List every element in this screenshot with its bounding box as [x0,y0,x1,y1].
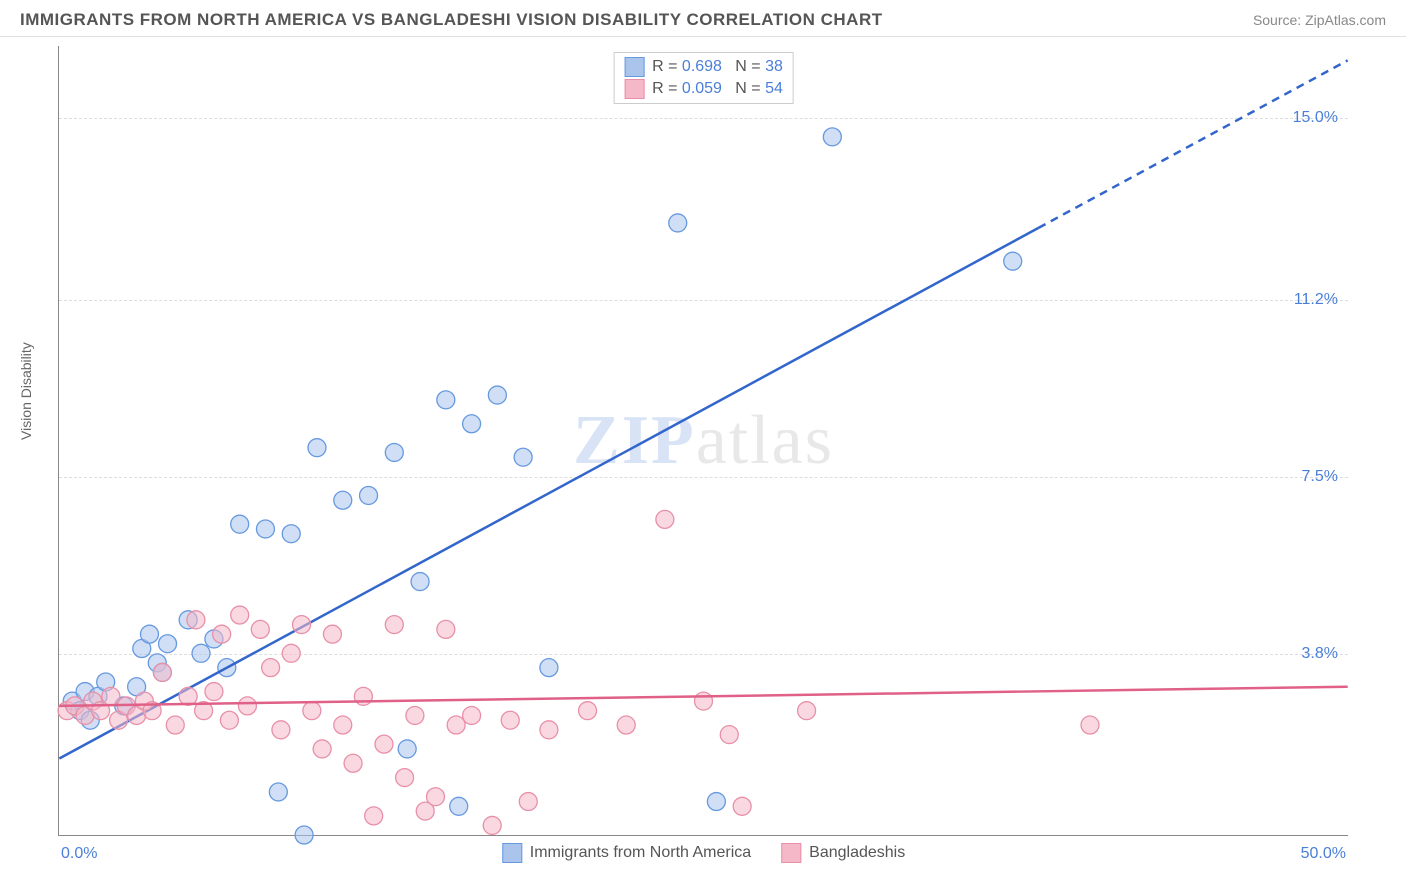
data-point [720,726,738,744]
legend-item-series1: Immigrants from North America [502,843,751,863]
source-label: Source: ZipAtlas.com [1253,12,1386,28]
data-point [427,788,445,806]
y-axis-label: Vision Disability [18,342,34,440]
trend-line-extrapolated [1038,60,1347,228]
data-point [102,687,120,705]
legend-swatch-icon [624,79,644,99]
legend-row-series1: R = 0.698 N = 38 [624,57,783,77]
data-point [823,128,841,146]
y-tick-label: 15.0% [1293,109,1338,127]
data-point [396,769,414,787]
data-point [656,510,674,528]
data-point [187,611,205,629]
data-point [159,635,177,653]
data-point [483,816,501,834]
data-point [411,573,429,591]
legend-item-series2: Bangladeshis [781,843,905,863]
data-point [323,625,341,643]
data-point [437,391,455,409]
y-tick-label: 11.2% [1294,291,1338,309]
legend-label-series2: Bangladeshis [809,844,905,862]
data-point [450,797,468,815]
data-point [375,735,393,753]
chart-plot-area: ZIPatlas R = 0.698 N = 38 R = 0.059 N = … [58,46,1348,836]
trend-line [59,228,1038,759]
data-point [313,740,331,758]
data-point [733,797,751,815]
data-point [385,443,403,461]
data-point [798,702,816,720]
data-point [398,740,416,758]
data-point [293,616,311,634]
legend-swatch-icon [624,57,644,77]
data-point [282,644,300,662]
chart-title: IMMIGRANTS FROM NORTH AMERICA VS BANGLAD… [20,10,883,30]
data-point [231,606,249,624]
data-point [269,783,287,801]
data-point [617,716,635,734]
data-point [231,515,249,533]
data-point [1004,252,1022,270]
data-point [220,711,238,729]
data-point [141,625,159,643]
series-legend: Immigrants from North America Bangladesh… [502,843,905,863]
data-point [463,415,481,433]
data-point [501,711,519,729]
data-point [385,616,403,634]
data-point [365,807,383,825]
data-point [205,683,223,701]
x-tick-min: 0.0% [61,845,97,863]
x-tick-max: 50.0% [1301,845,1346,863]
data-point [344,754,362,772]
data-point [262,659,280,677]
data-point [179,687,197,705]
data-point [488,386,506,404]
data-point [308,439,326,457]
data-point [579,702,597,720]
data-point [282,525,300,543]
data-point [514,448,532,466]
legend-swatch-icon [781,843,801,863]
data-point [251,620,269,638]
y-tick-label: 7.5% [1302,468,1338,486]
data-point [334,716,352,734]
legend-label-series1: Immigrants from North America [530,844,751,862]
data-point [463,706,481,724]
data-point [153,663,171,681]
data-point [447,716,465,734]
data-point [213,625,231,643]
legend-stats-series1: R = 0.698 N = 38 [652,58,783,76]
data-point [295,826,313,844]
y-tick-label: 3.8% [1302,645,1338,663]
data-point [707,793,725,811]
data-point [272,721,290,739]
data-point [406,706,424,724]
data-point [256,520,274,538]
correlation-legend: R = 0.698 N = 38 R = 0.059 N = 54 [613,52,794,104]
data-point [540,721,558,739]
header: IMMIGRANTS FROM NORTH AMERICA VS BANGLAD… [0,0,1406,37]
legend-stats-series2: R = 0.059 N = 54 [652,80,783,98]
data-point [360,487,378,505]
data-point [238,697,256,715]
data-point [303,702,321,720]
data-point [437,620,455,638]
data-point [519,793,537,811]
data-point [540,659,558,677]
legend-swatch-icon [502,843,522,863]
legend-row-series2: R = 0.059 N = 54 [624,79,783,99]
data-point [1081,716,1099,734]
data-point [192,644,210,662]
scatter-svg [59,46,1348,835]
data-point [695,692,713,710]
data-point [669,214,687,232]
data-point [334,491,352,509]
data-point [166,716,184,734]
